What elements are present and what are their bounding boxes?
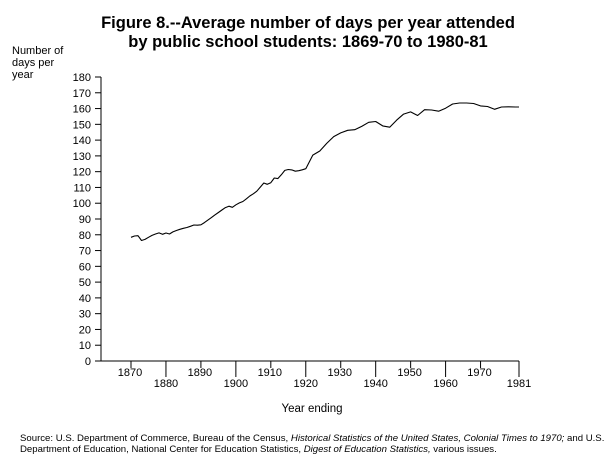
x-tick-label: 1880: [154, 378, 178, 390]
y-tick-label: 10: [79, 340, 91, 352]
chart-title-line-1: Figure 8.--Average number of days per ye…: [101, 14, 515, 32]
x-tick-label: 1950: [397, 367, 421, 379]
y-tick-label: 180: [73, 72, 91, 84]
y-tick-label: 140: [73, 135, 91, 147]
x-tick-label: 1870: [118, 367, 142, 379]
chart-title-line-2: by public school students: 1869-70 to 19…: [128, 33, 488, 51]
y-tick-label: 60: [79, 261, 91, 273]
source-prefix: Source: U.S. Department of Commerce, Bur…: [20, 433, 291, 444]
x-axis: 1870 1880 1890 1900 1910 1920 1930 1940 1950 1960…: [101, 360, 531, 390]
y-axis-label-line-2: days per: [12, 57, 55, 69]
y-axis-label-line-3: year: [12, 69, 34, 81]
x-tick-label: 1981: [507, 378, 531, 390]
y-tick-label: 70: [79, 246, 91, 258]
y-axis-label: Number of days per year: [12, 45, 63, 81]
x-axis-label: Year ending: [282, 403, 343, 415]
x-tick-label: 1920: [294, 378, 318, 390]
y-tick-label: 130: [73, 151, 91, 163]
y-tick-label: 30: [79, 309, 91, 321]
y-tick-label: 0: [85, 356, 91, 368]
x-tick-label: 1890: [188, 367, 212, 379]
chart-title: Figure 8.--Average number of days per ye…: [0, 14, 616, 52]
source-suffix: various issues.: [430, 444, 497, 455]
source-middle: and U.S. Department of Education, Nation…: [20, 433, 605, 455]
y-tick-label: 170: [73, 88, 91, 100]
x-tick-label: 1960: [433, 378, 457, 390]
series-line: [130, 102, 519, 242]
y-axis: 0 10 20 30 40 50 60 70 80 90 100 110 120 130 140 150 160…: [73, 72, 102, 368]
source-title-digest: Digest of Education Statistics,: [303, 444, 431, 455]
x-tick-label: 1900: [224, 378, 248, 390]
y-tick-label: 40: [79, 293, 91, 305]
y-tick-label: 80: [79, 230, 91, 242]
y-axis-label-line-1: Number of: [12, 45, 64, 57]
source-note: Source: U.S. Department of Commerce, Bur…: [20, 433, 610, 455]
y-tick-label: 100: [73, 198, 91, 210]
source-title-historical-statistics: Historical Statistics of the United Stat…: [290, 433, 565, 444]
series-layer: [130, 102, 519, 242]
line-chart: 0 10 20 30 40 50 60 70 80 90 100 110 120 130 140 150 160…: [73, 72, 532, 415]
y-tick-label: 50: [79, 277, 91, 289]
x-tick-label: 1930: [327, 367, 351, 379]
y-tick-label: 20: [79, 324, 91, 336]
x-tick-label: 1970: [467, 367, 491, 379]
y-tick-label: 120: [73, 167, 91, 179]
x-tick-label: 1910: [258, 367, 282, 379]
y-tick-label: 90: [79, 214, 91, 226]
x-tick-label: 1940: [363, 378, 387, 390]
y-tick-label: 150: [73, 119, 91, 131]
y-tick-label: 110: [73, 182, 91, 194]
y-tick-label: 160: [73, 104, 91, 116]
